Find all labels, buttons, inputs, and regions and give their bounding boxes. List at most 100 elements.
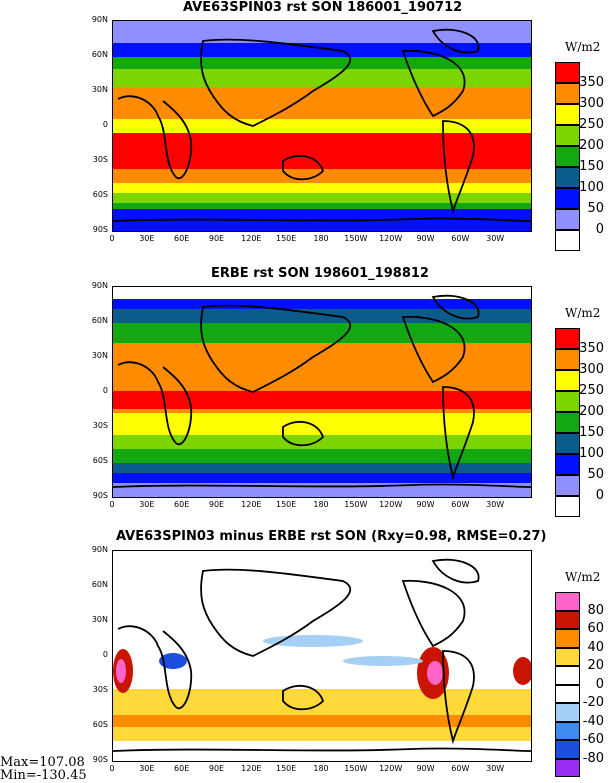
colorbar-label: 300 xyxy=(579,96,604,111)
lon-label: 60W xyxy=(451,500,470,509)
lon-label: 180 xyxy=(313,500,329,509)
lat-label: 30S xyxy=(92,155,108,164)
panel-3-map-svg xyxy=(113,551,531,761)
lon-label: 90E xyxy=(208,764,225,773)
colorbar-label: -20 xyxy=(582,695,604,710)
panel-3-map xyxy=(112,550,532,762)
colorbar-swatch xyxy=(555,83,580,104)
colorbar-label: 150 xyxy=(579,425,604,440)
panel-1-title: AVE63SPIN03 rst SON 186001_190712 xyxy=(183,0,463,15)
colorbar-label: 100 xyxy=(579,446,604,461)
colorbar-swatch xyxy=(555,167,580,188)
panel-2-title: ERBE rst SON 198601_198812 xyxy=(211,266,429,281)
colorbar-label: -40 xyxy=(582,713,604,729)
colorbar-label: 50 xyxy=(587,467,604,482)
colorbar-swatch xyxy=(555,740,580,759)
colorbar-swatch xyxy=(555,146,580,167)
colorbar-label: 50 xyxy=(587,201,604,216)
colorbar-label: 100 xyxy=(579,180,604,195)
panel-2-map-svg xyxy=(113,287,531,497)
lon-label: 60W xyxy=(451,764,470,773)
lon-label: 120E xyxy=(241,764,262,773)
colorbar-label: 250 xyxy=(579,383,604,398)
colorbar-label: 0 xyxy=(595,676,604,692)
stat-max: Max=107.08 xyxy=(0,755,85,770)
colorbar-swatch xyxy=(555,758,580,777)
lon-label: 30W xyxy=(486,764,505,773)
lon-label: 150W xyxy=(344,234,368,243)
colorbar-swatch xyxy=(555,647,580,666)
colorbar-swatch xyxy=(555,592,580,611)
lon-label: 30E xyxy=(139,234,155,243)
colorbar-swatch xyxy=(555,703,580,722)
lat-label: 30N xyxy=(91,351,108,360)
lon-label: 120E xyxy=(241,500,262,509)
lon-label: 0 xyxy=(109,500,115,509)
lat-label: 0 xyxy=(102,650,108,659)
lon-label: 120W xyxy=(379,764,403,773)
colorbar-swatch xyxy=(555,125,580,146)
lat-label: 0 xyxy=(102,120,108,129)
lat-label: 0 xyxy=(102,386,108,395)
lon-label: 120W xyxy=(379,500,403,509)
colorbar-swatch xyxy=(555,391,580,412)
colorbar-swatch xyxy=(555,104,580,125)
colorbar-label: 350 xyxy=(579,75,604,90)
lon-label: 150E xyxy=(275,234,297,243)
lat-label: 60N xyxy=(91,50,108,59)
lat-label: 90N xyxy=(91,15,108,24)
lat-label: 90S xyxy=(92,755,108,764)
colorbar-swatch xyxy=(555,721,580,740)
colorbar-label: 0 xyxy=(595,488,604,503)
lat-label: 90N xyxy=(91,545,108,554)
lat-label: 60S xyxy=(92,190,108,199)
colorbar-swatch xyxy=(555,629,580,648)
panel-1-map-svg xyxy=(113,21,531,231)
panel-3-title: AVE63SPIN03 minus ERBE rst SON (Rxy=0.98… xyxy=(116,529,547,544)
colorbar-label: 150 xyxy=(579,159,604,174)
panel-1-map xyxy=(112,20,532,232)
colorbar-label: 350 xyxy=(579,341,604,356)
lon-label: 150E xyxy=(275,764,297,773)
lon-label: 30W xyxy=(486,500,505,509)
colorbar-swatch xyxy=(555,349,580,370)
lon-label: 90W xyxy=(416,234,435,243)
colorbar-label: 80 xyxy=(587,602,604,618)
lat-label: 60S xyxy=(92,720,108,729)
colorbar-swatch xyxy=(555,454,580,475)
lat-label: 30S xyxy=(92,421,108,430)
lon-label: 30E xyxy=(139,764,155,773)
colorbar-label: 20 xyxy=(587,658,604,673)
colorbar-swatch xyxy=(555,412,580,433)
lat-label: 30N xyxy=(91,85,108,94)
lon-label: 60E xyxy=(174,234,190,243)
lon-label: 150W xyxy=(344,500,368,509)
panel-2-map xyxy=(112,286,532,498)
lon-label: 90W xyxy=(416,764,435,773)
colorbar-swatch xyxy=(555,230,580,251)
colorbar-swatch xyxy=(555,684,580,703)
lon-label: 180 xyxy=(313,764,329,773)
colorbar-swatch xyxy=(555,370,580,391)
lon-label: 90E xyxy=(208,500,225,509)
colorbar-swatch xyxy=(555,188,580,209)
lon-label: 60W xyxy=(451,234,470,243)
lon-label: 60E xyxy=(174,500,190,509)
colorbar-label: 300 xyxy=(579,362,604,377)
colorbar-swatch xyxy=(555,475,580,496)
colorbar-label: -60 xyxy=(582,732,604,747)
lon-label: 30W xyxy=(486,234,505,243)
colorbar-label: 250 xyxy=(579,117,604,132)
lon-label: 30E xyxy=(139,500,155,509)
lat-label: 90N xyxy=(91,281,108,290)
lon-label: 120E xyxy=(241,234,262,243)
colorbar-swatch xyxy=(555,209,580,230)
lat-label: 60N xyxy=(91,316,108,325)
panel-3-units: W/m2 xyxy=(565,570,601,584)
lat-label: 60N xyxy=(91,580,108,589)
lon-label: 0 xyxy=(109,764,115,773)
colorbar-label: 200 xyxy=(579,404,604,419)
lat-label: 30S xyxy=(92,685,108,694)
colorbar-swatch xyxy=(555,610,580,629)
lat-label: 90S xyxy=(92,225,108,234)
